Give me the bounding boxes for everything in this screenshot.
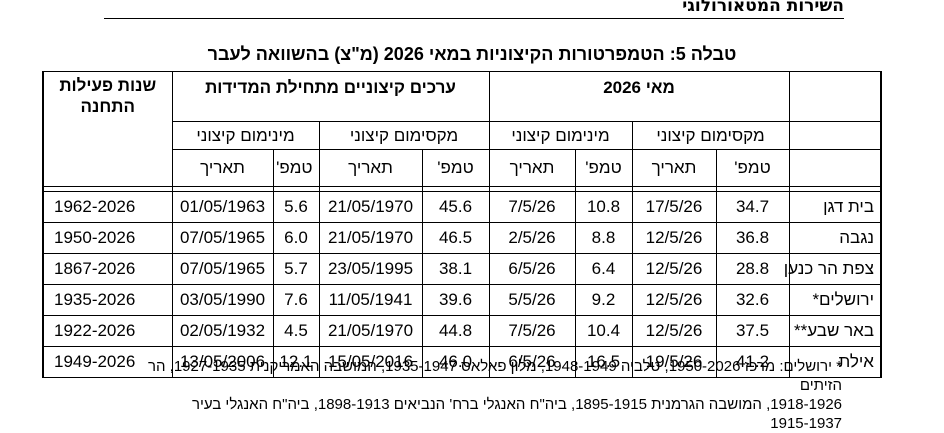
may-max-date: 12/5/26 [631, 284, 717, 316]
col-date-header: תאריך [171, 149, 274, 187]
record-max-date: 21/05/1970 [318, 222, 423, 254]
organization-header: השירות המטאורולוגי [104, 0, 844, 19]
station-name: באר שבע** [788, 315, 882, 347]
record-min-date: 07/05/1965 [171, 222, 274, 254]
may-max-subheader: מקסימום קיצוני [631, 121, 790, 150]
station-header-cell [788, 121, 882, 150]
may-min-subheader: מינימום קיצוני [488, 121, 633, 150]
may-min-date: 7/5/26 [488, 315, 576, 347]
record-max-date: 21/05/1970 [318, 191, 423, 223]
station-name: צפת הר כנען [784, 253, 882, 285]
may-min-date: 6/5/26 [488, 346, 576, 378]
record-min-date: 07/05/1965 [171, 253, 274, 285]
col-temp-header: טמפ' [715, 149, 790, 187]
may-max-date: 12/5/26 [631, 253, 717, 285]
may-max-date: 17/5/26 [631, 191, 717, 223]
table-row: באר שבע** 37.5 12/5/26 10.4 7/5/26 44.8 … [42, 315, 882, 347]
station-header-cell [788, 71, 882, 122]
station-name: נגבה [788, 222, 882, 254]
footnote-line: 1915-1937 [770, 415, 842, 432]
may-max-date: 12/5/26 [631, 222, 717, 254]
may-min-date: 6/5/26 [488, 253, 576, 285]
table-row: ירושלים* 32.6 12/5/26 9.2 5/5/26 39.6 11… [42, 284, 882, 316]
station-years: 1922-2026 [42, 315, 173, 347]
record-max-temp: 46.0 [421, 346, 490, 378]
station-years: 1950-2026 [42, 222, 173, 254]
footnote-line: 1918-1926, המושבה הגרמנית 1895-1915, ביה… [191, 396, 842, 413]
may-min-date: 5/5/26 [488, 284, 576, 316]
table-title: טבלה 5: הטמפרטורות הקיצוניות במאי 2026 (… [207, 44, 737, 64]
record-min-temp: 7.6 [272, 284, 320, 316]
may-min-temp: 8.8 [574, 222, 633, 254]
table-row: נגבה 36.8 12/5/26 8.8 2/5/26 46.5 21/05/… [42, 222, 882, 254]
record-max-temp: 38.1 [421, 253, 490, 285]
record-min-date: 03/05/1990 [171, 284, 274, 316]
col-temp-header: טמפ' [421, 149, 490, 187]
may-max-temp: 34.7 [715, 191, 790, 223]
record-min-temp: 12.1 [272, 346, 320, 378]
may-min-date: 2/5/26 [488, 222, 576, 254]
col-temp-header: טמפ' [272, 149, 320, 187]
record-min-temp: 5.6 [272, 191, 320, 223]
footnote: * ירושלים: מרכז 1950-2026, טלביה 1948-19… [122, 357, 842, 433]
table-row: אילת 41.2 19/5/26 16.5 6/5/26 46.0 15/05… [42, 346, 882, 378]
record-max-temp: 45.6 [421, 191, 490, 223]
station-years: 1935-2026 [42, 284, 173, 316]
may-min-date: 7/5/26 [488, 191, 576, 223]
station-name: בית דגן [788, 191, 882, 223]
record-min-subheader: מינימום קיצוני [171, 121, 320, 150]
record-max-date: 15/05/2016 [318, 346, 423, 378]
years-header: שנות פעילות התחנה [42, 71, 173, 187]
record-max-temp: 44.8 [421, 315, 490, 347]
may-min-temp: 16.5 [574, 346, 633, 378]
may-max-date: 12/5/26 [631, 315, 717, 347]
may-max-temp: 32.6 [715, 284, 790, 316]
record-max-temp: 46.5 [421, 222, 490, 254]
record-max-temp: 39.6 [421, 284, 490, 316]
may-group-header: מאי 2026 [488, 71, 790, 122]
station-years: 1867-2026 [42, 253, 173, 285]
temperature-table: מאי 2026 ערכים קיצוניים מתחילת המדידות ש… [42, 71, 882, 378]
record-max-date: 11/05/1941 [318, 284, 423, 316]
record-max-date: 23/05/1995 [318, 253, 423, 285]
record-max-subheader: מקסימום קיצוני [318, 121, 490, 150]
record-min-temp: 5.7 [272, 253, 320, 285]
record-min-temp: 4.5 [272, 315, 320, 347]
station-years: 1962-2026 [42, 191, 173, 223]
may-min-temp: 10.4 [574, 315, 633, 347]
record-min-date: 13/05/2006 [171, 346, 274, 378]
may-min-temp: 9.2 [574, 284, 633, 316]
may-min-temp: 10.8 [574, 191, 633, 223]
col-temp-header: טמפ' [574, 149, 633, 187]
col-date-header: תאריך [631, 149, 717, 187]
col-date-header: תאריך [488, 149, 576, 187]
footnote-line: * ירושלים: מרכז 1950-2026, טלביה 1948-19… [147, 358, 842, 394]
record-min-temp: 6.0 [272, 222, 320, 254]
table-row: צפת הר כנען 28.8 12/5/26 6.4 6/5/26 38.1… [42, 253, 882, 285]
may-max-temp: 41.2 [715, 346, 790, 378]
col-date-header: תאריך [318, 149, 423, 187]
station-years: 1949-2026 [42, 346, 173, 378]
record-max-date: 21/05/1970 [318, 315, 423, 347]
may-max-temp: 28.8 [715, 253, 790, 285]
records-group-header: ערכים קיצוניים מתחילת המדידות [171, 71, 490, 122]
record-min-date: 01/05/1963 [171, 191, 274, 223]
may-min-temp: 6.4 [574, 253, 633, 285]
station-name: ירושלים* [788, 284, 882, 316]
table-row: בית דגן 34.7 17/5/26 10.8 7/5/26 45.6 21… [42, 191, 882, 223]
station-header-cell [788, 149, 882, 187]
may-max-temp: 37.5 [715, 315, 790, 347]
station-name: אילת [788, 346, 882, 378]
record-min-date: 02/05/1932 [171, 315, 274, 347]
may-max-date: 19/5/26 [631, 346, 717, 378]
may-max-temp: 36.8 [715, 222, 790, 254]
